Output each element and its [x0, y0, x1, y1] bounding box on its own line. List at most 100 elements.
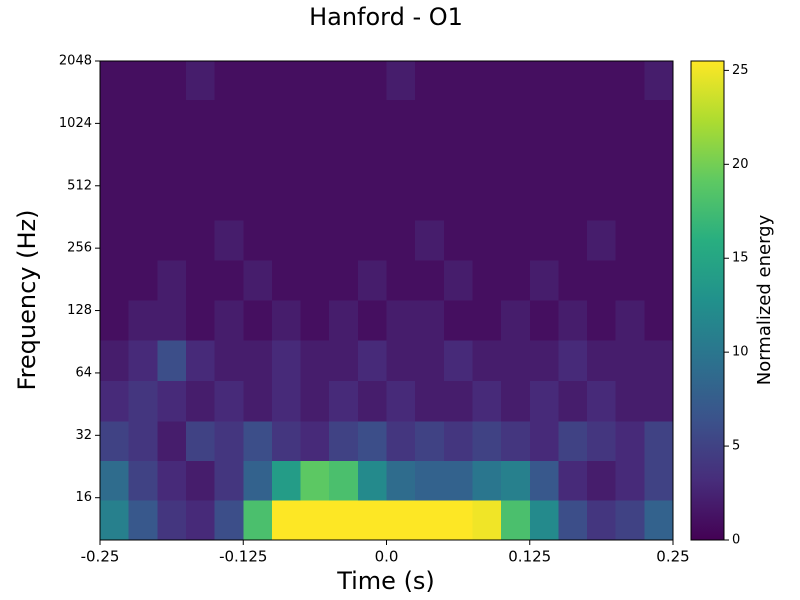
heatmap-cell: [357, 300, 387, 341]
heatmap-cell: [587, 499, 617, 541]
heatmap-cell: [100, 99, 130, 141]
heatmap-cell: [644, 300, 674, 341]
heatmap-cell: [529, 380, 559, 422]
x-tick-label: -0.125: [219, 548, 267, 566]
heatmap-cell: [100, 499, 130, 541]
heatmap-cell: [157, 259, 187, 301]
heatmap-cell: [587, 259, 617, 301]
heatmap-cell: [300, 139, 330, 181]
heatmap-cell: [214, 259, 244, 301]
heatmap-cell: [128, 300, 158, 341]
heatmap-cell: [587, 219, 617, 261]
heatmap-cell: [243, 460, 273, 501]
heatmap-cell: [386, 380, 416, 422]
heatmap-cell: [128, 219, 158, 261]
heatmap-cell: [472, 420, 502, 462]
heatmap-cell: [615, 219, 645, 261]
x-axis-label: Time (s): [336, 567, 435, 595]
heatmap-cell: [214, 460, 244, 501]
colorbar-tick-label: 25: [732, 63, 749, 78]
heatmap-cell: [558, 340, 588, 381]
heatmap-cell: [501, 219, 531, 261]
heatmap-cell: [300, 340, 330, 381]
heatmap-cell: [615, 460, 645, 501]
heatmap-cell: [329, 300, 359, 341]
heatmap-cell: [587, 99, 617, 141]
y-tick-label: 2048: [59, 54, 92, 69]
heatmap-cell: [558, 460, 588, 501]
heatmap-cell: [472, 179, 502, 221]
x-tick-label: 0.125: [508, 548, 551, 566]
heatmap-cell: [100, 259, 130, 301]
heatmap-cell: [185, 460, 216, 501]
heatmap-cell: [157, 380, 187, 422]
heatmap-cell: [644, 420, 674, 462]
heatmap-cell: [271, 139, 302, 181]
heatmap-cell: [329, 380, 359, 422]
heatmap-cell: [501, 139, 531, 181]
heatmap-cell: [329, 499, 359, 541]
heatmap-cell: [357, 340, 387, 381]
heatmap-cell: [415, 420, 445, 462]
colorbar-label: Normalized energy: [754, 214, 775, 385]
y-axis-label: Frequency (Hz): [13, 210, 41, 391]
heatmap-cell: [501, 61, 531, 101]
heatmap-cell: [157, 139, 187, 181]
heatmap-cell: [300, 300, 330, 341]
heatmap-cell: [558, 139, 588, 181]
heatmap-cell: [443, 420, 473, 462]
heatmap-cell: [443, 99, 473, 141]
y-tick-label: 256: [67, 241, 92, 256]
heatmap-cell: [157, 61, 187, 101]
heatmap-cell: [501, 340, 531, 381]
heatmap-cell: [529, 61, 559, 101]
heatmap-cell: [615, 499, 645, 541]
heatmap-cell: [243, 179, 273, 221]
heatmap-cell: [443, 499, 473, 541]
colorbar-tick-label: 5: [732, 439, 740, 454]
heatmap-cell: [644, 179, 674, 221]
heatmap-cell: [185, 219, 216, 261]
heatmap-cell: [587, 340, 617, 381]
heatmap-cell: [185, 61, 216, 101]
heatmap-cell: [271, 420, 302, 462]
heatmap-cell: [300, 460, 330, 501]
heatmap-cell: [472, 300, 502, 341]
heatmap-cell: [214, 340, 244, 381]
y-tick-label: 16: [75, 490, 92, 505]
y-tick-label: 64: [75, 365, 92, 380]
heatmap-cell: [185, 259, 216, 301]
heatmap-cell: [157, 340, 187, 381]
heatmap-cell: [214, 139, 244, 181]
heatmap-cell: [100, 139, 130, 181]
heatmap-cell: [501, 99, 531, 141]
heatmap-cell: [357, 139, 387, 181]
heatmap-cell: [501, 460, 531, 501]
heatmap-cell: [157, 219, 187, 261]
heatmap-cell: [443, 460, 473, 501]
heatmap-cell: [644, 61, 674, 101]
heatmap-cell: [185, 499, 216, 541]
heatmap-cell: [415, 499, 445, 541]
heatmap-cell: [415, 460, 445, 501]
heatmap-cell: [529, 219, 559, 261]
heatmap-cell: [644, 499, 674, 541]
heatmap-cell: [443, 300, 473, 341]
heatmap-cell: [329, 420, 359, 462]
heatmap-cell: [214, 300, 244, 341]
heatmap-cell: [615, 259, 645, 301]
heatmap-cell: [357, 380, 387, 422]
heatmap-cell: [644, 139, 674, 181]
heatmap-cell: [415, 139, 445, 181]
heatmap-cell: [529, 420, 559, 462]
heatmap-cell: [271, 61, 302, 101]
heatmap-cell: [100, 300, 130, 341]
x-tick-label: -0.25: [81, 548, 120, 566]
heatmap-cell: [501, 300, 531, 341]
heatmap-cell: [386, 300, 416, 341]
heatmap-cell: [472, 219, 502, 261]
heatmap-cell: [243, 259, 273, 301]
heatmap-cell: [558, 219, 588, 261]
heatmap-cell: [271, 499, 302, 541]
